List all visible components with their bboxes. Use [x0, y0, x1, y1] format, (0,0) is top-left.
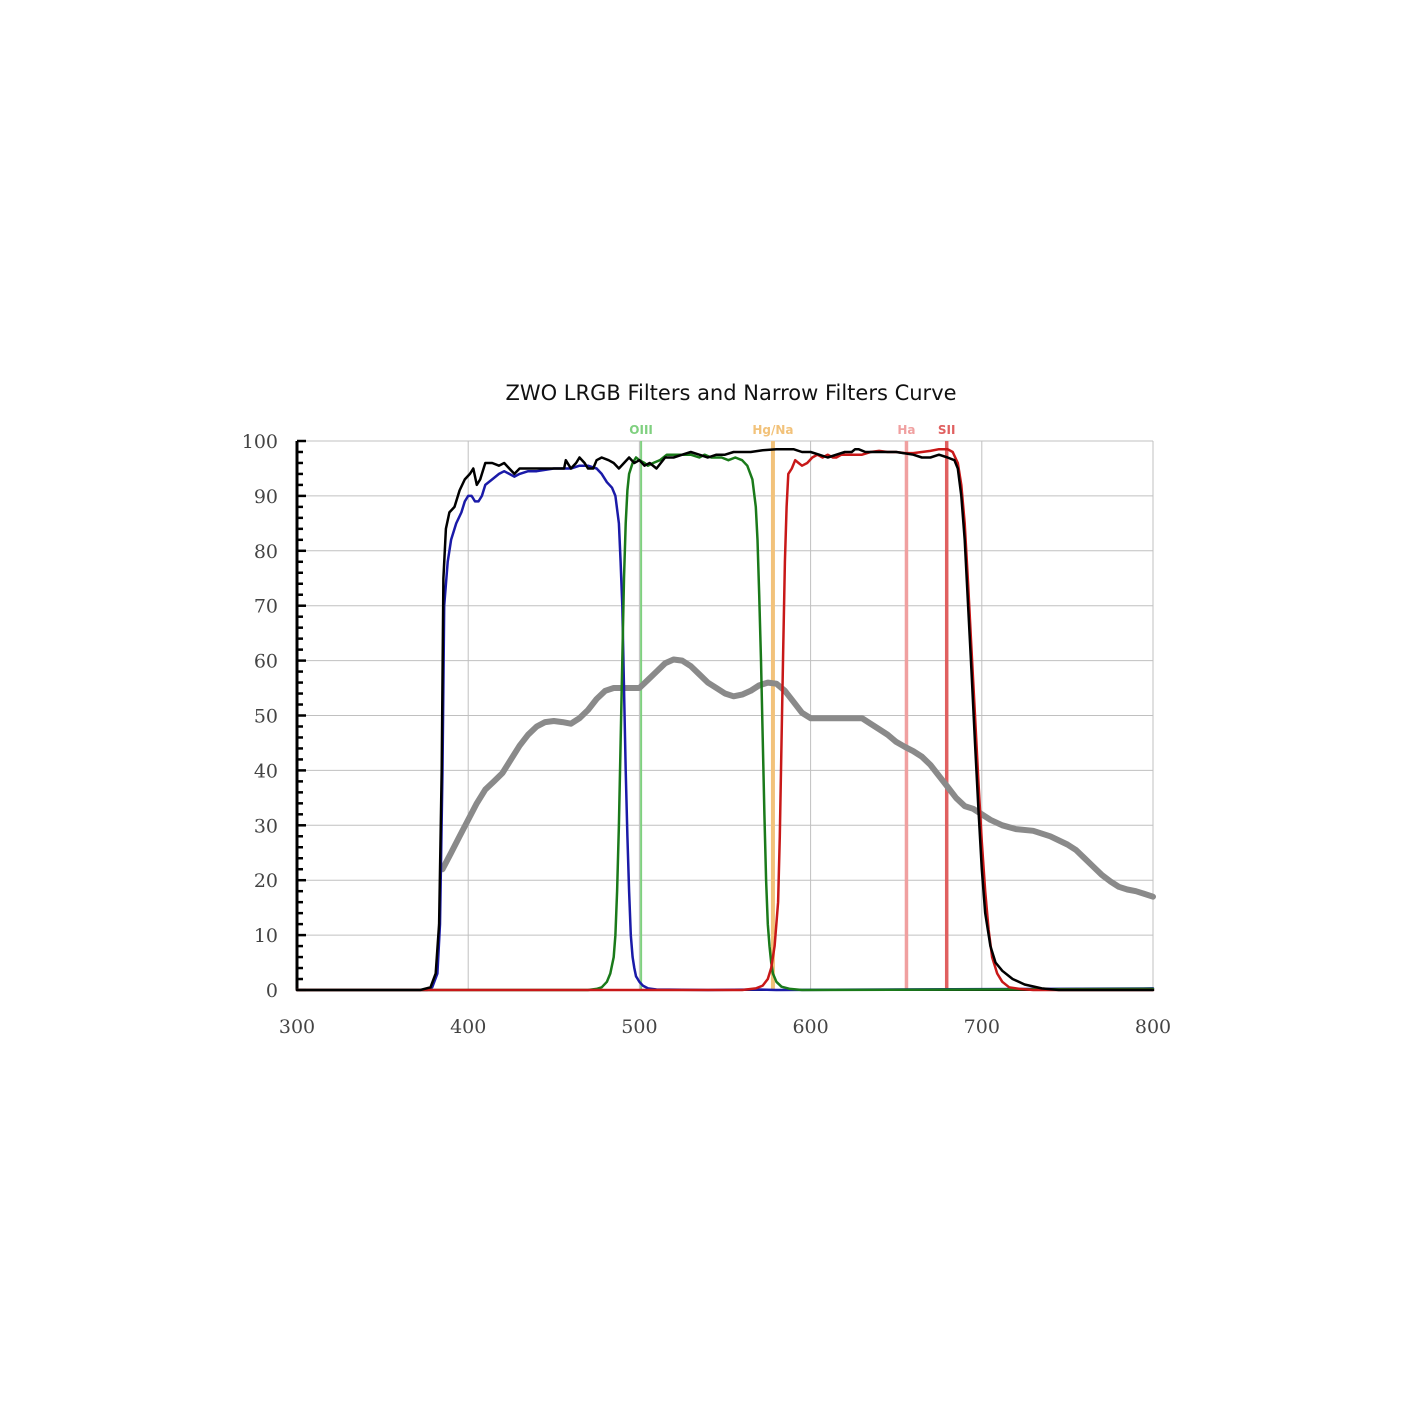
- narrowband-labels: OIII Hg/Na Ha SII: [629, 423, 955, 437]
- y-tick-label: 0: [266, 980, 278, 1002]
- y-tick-label: 40: [254, 760, 278, 782]
- y-tick-label: 90: [254, 486, 278, 508]
- series-camera: [439, 656, 1156, 900]
- x-tick-label: 400: [450, 1016, 486, 1038]
- narrowband-label: OIII: [629, 423, 653, 437]
- y-tick-label: 10: [254, 925, 278, 947]
- x-tick-label: 800: [1135, 1016, 1171, 1038]
- narrowband-lines: [640, 441, 949, 990]
- x-tick-label: 300: [279, 1016, 315, 1038]
- x-tick-label: 500: [621, 1016, 657, 1038]
- grid-lines: [296, 440, 1154, 991]
- y-tick-label: 20: [254, 870, 278, 892]
- series-g: [295, 453, 1155, 992]
- y-tick-label: 100: [242, 431, 278, 453]
- series-l: [295, 447, 1155, 992]
- x-axis: 300 400 500 600 700 800: [279, 989, 1171, 1038]
- series-b: [295, 464, 1155, 992]
- chart-title: ZWO LRGB Filters and Narrow Filters Curv…: [505, 381, 957, 405]
- series-r: [295, 447, 1155, 992]
- y-tick-label: 80: [254, 541, 278, 563]
- x-tick-label: 600: [792, 1016, 828, 1038]
- narrowband-label: Hg/Na: [752, 423, 793, 437]
- y-tick-label: 30: [254, 815, 278, 837]
- y-tick-label: 70: [254, 596, 278, 618]
- y-tick-label: 60: [254, 651, 278, 673]
- y-tick-label: 50: [254, 706, 278, 728]
- data-series: [295, 447, 1156, 992]
- y-axis: 0 10 20 30 40 50 60 70 80 90 100: [242, 431, 306, 1002]
- x-tick-label: 700: [964, 1016, 1000, 1038]
- narrowband-label: SII: [938, 423, 956, 437]
- narrowband-label: Ha: [897, 423, 915, 437]
